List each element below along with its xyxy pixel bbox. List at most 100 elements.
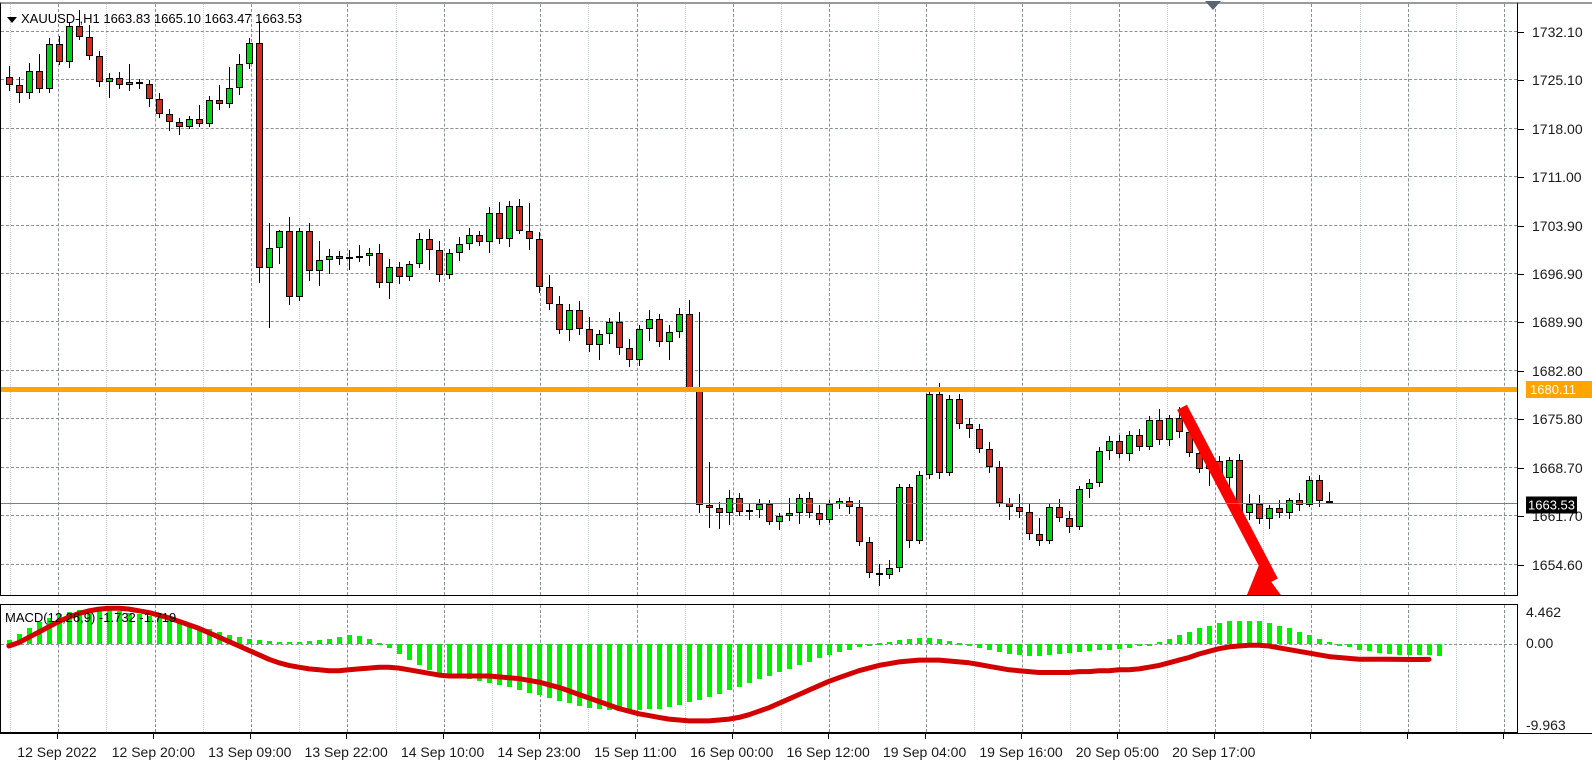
macd-indicator-pane[interactable]: MACD(12,26,9) -1.732 -1.719 (0, 604, 1518, 733)
candle-body (636, 328, 643, 360)
time-gridline (251, 605, 252, 732)
candle-body (1086, 483, 1093, 489)
price-gridline (1, 224, 1517, 226)
candle-body (1306, 479, 1313, 506)
candle-body (936, 393, 943, 473)
macd-histogram-bar (347, 635, 352, 645)
time-axis-tick (249, 734, 251, 739)
time-gridline (877, 605, 879, 732)
macd-histogram-bar (367, 639, 372, 645)
candle-body (1056, 506, 1063, 519)
macd-histogram-bar (627, 644, 632, 712)
candle-wick (789, 498, 790, 521)
macd-histogram-bar (507, 644, 512, 688)
macd-histogram-bar (837, 644, 842, 653)
macd-histogram-bar (377, 642, 382, 645)
time-gridline (251, 4, 252, 595)
candle-body (456, 244, 463, 254)
candle-body (736, 497, 743, 513)
candle-body (1186, 432, 1193, 453)
price-chart-pane[interactable]: XAUUSD-,H1 1663.83 1665.10 1663.47 1663.… (0, 2, 1518, 596)
chevron-down-icon[interactable] (7, 16, 17, 23)
macd-axis-label: 4.462 (1526, 604, 1562, 620)
candle-body (1046, 506, 1053, 541)
candle-body (1176, 418, 1183, 433)
time-axis-tick (1117, 734, 1119, 739)
candle-body (256, 42, 263, 268)
macd-histogram-bar (687, 644, 692, 703)
candle-body (756, 503, 763, 510)
candle-body (116, 77, 123, 85)
macd-histogram-bar (407, 644, 412, 661)
time-gridline (974, 605, 975, 732)
candle-wick (1329, 492, 1330, 504)
time-gridline (636, 4, 638, 595)
macd-histogram-bar (557, 644, 562, 701)
time-axis-tick (1406, 734, 1408, 739)
time-axis-tick (539, 734, 540, 739)
candle-body (746, 509, 753, 513)
time-axis-label: 20 Sep 17:00 (1172, 744, 1256, 760)
macd-histogram-bar (237, 637, 242, 645)
time-gridline (781, 4, 783, 595)
price-scale-axis[interactable]: 1732.10 1725.10 1718.00 1711.00 1703.90 1696.… (1518, 2, 1592, 596)
candle-body (686, 313, 693, 389)
candle-body (446, 253, 453, 276)
time-gridline (1407, 605, 1409, 732)
candle-wick (329, 249, 330, 274)
macd-histogram-bar (887, 641, 892, 645)
price-gridline (1, 321, 1517, 323)
macd-histogram-bar (457, 644, 462, 678)
macd-histogram-bar (587, 644, 592, 708)
candle-body (1136, 434, 1143, 448)
time-axis-tick (442, 734, 444, 739)
time-axis-label: 19 Sep 16:00 (979, 744, 1063, 760)
candle-body (156, 98, 163, 115)
time-axis-tick (924, 734, 926, 739)
macd-histogram-bar (1097, 644, 1102, 651)
price-gridline (1, 127, 1517, 129)
time-gridline (733, 4, 734, 595)
candle-body (106, 77, 113, 83)
time-gridline (1118, 605, 1120, 732)
candle-wick (1009, 498, 1010, 521)
time-gridline (10, 4, 11, 595)
candle-wick (269, 222, 270, 328)
candle-body (46, 43, 53, 90)
candle-body (386, 266, 393, 283)
price-gridline (1, 79, 1517, 81)
time-axis-tick (153, 734, 155, 739)
chevron-down-marker-icon[interactable] (1205, 1, 1221, 10)
candle-body (416, 239, 423, 264)
macd-scale-axis[interactable]: 4.462 0.00 -9.963 (1518, 604, 1592, 733)
macd-histogram-bar (327, 639, 332, 645)
time-scale-axis[interactable]: 12 Sep 2022 12 Sep 20:00 13 Sep 09:00 13 Se… (0, 733, 1592, 772)
time-gridline (1215, 4, 1216, 595)
horizontal-level-line[interactable] (1, 386, 1517, 392)
macd-histogram-bar (1317, 639, 1322, 645)
time-axis-label: 14 Sep 10:00 (400, 744, 485, 760)
macd-histogram-bar (957, 642, 962, 645)
macd-histogram-bar (1017, 644, 1022, 655)
candle-body (286, 231, 293, 298)
price-axis-label: 1668.70 (1532, 460, 1583, 477)
macd-axis-label: -9.963 (1526, 717, 1566, 733)
time-gridline (299, 605, 301, 732)
candle-body (366, 252, 373, 256)
candle-body (786, 513, 793, 517)
price-axis-tick (1518, 468, 1524, 470)
candle-body (536, 239, 543, 287)
time-axis-tick (1213, 734, 1215, 739)
macd-histogram-bar (417, 644, 422, 666)
candle-body (606, 322, 613, 335)
macd-histogram-bar (1307, 635, 1312, 645)
candle-body (16, 85, 23, 94)
macd-histogram-bar (637, 644, 642, 711)
macd-histogram-bar (1437, 644, 1442, 656)
candle-body (1326, 500, 1333, 503)
price-axis-tick (1518, 274, 1524, 276)
candle-body (796, 498, 803, 514)
candle-body (186, 118, 193, 127)
price-gridline (1, 176, 1517, 178)
time-gridline (395, 605, 397, 732)
